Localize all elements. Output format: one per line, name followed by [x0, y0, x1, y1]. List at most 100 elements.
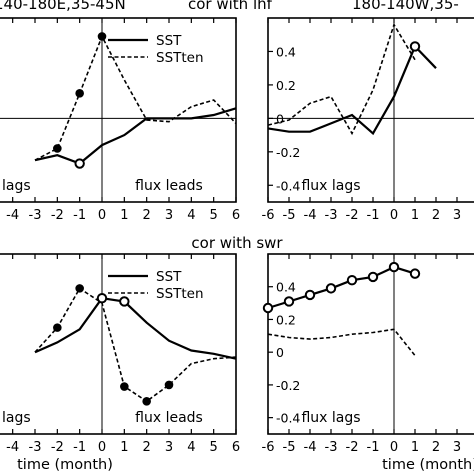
- bottom-left-point-sstten: [75, 284, 84, 293]
- top-left-xtick-label: 3: [165, 208, 173, 223]
- bottom-left-xtick-label: 5: [210, 440, 218, 455]
- top-right-xtick-label: 2: [432, 208, 440, 223]
- top-right-series-sst: [267, 44, 437, 136]
- top-left-annotation: flux leads: [135, 178, 203, 194]
- bottom-right-point-sst: [388, 261, 400, 273]
- top-right-panel: -6 -5 -4 -3 -2 -1 0 1 2 30.40.20-0.2-0.4 flux lags: [262, 17, 474, 223]
- top-right-xtick-label: -5: [283, 208, 296, 223]
- bottom-left-xtick-label: 1: [120, 440, 128, 455]
- top-right-xtick-label: -2: [346, 208, 359, 223]
- bottom-right-xtick-label: -1: [367, 440, 380, 455]
- bottom-left-xtick-label: 2: [143, 440, 151, 455]
- top-left-xtick-label: -2: [51, 208, 64, 223]
- top-left-xtick-label: 6: [232, 208, 240, 223]
- top-left-point-sstten: [53, 144, 62, 153]
- top-left-xtick-label: 0: [98, 208, 106, 223]
- bottom-right-xtick-label: -5: [283, 440, 296, 455]
- bottom-right-panel: -6 -5 -4 -3 -2 -1 0 1 2 30.40.20-0.2-0.4 flux lags…: [262, 253, 474, 473]
- top-right-ytick-label: 0.4: [276, 44, 296, 59]
- top-left-series-sstten: [34, 34, 237, 161]
- bottom-right-xtick-label: 0: [390, 440, 398, 455]
- bottom-left-point-sstten: [142, 396, 151, 406]
- top-right-title: 180-140W,35-: [352, 0, 459, 13]
- bottom-right-xtick-label: 3: [453, 440, 461, 455]
- bottom-left-point-sstten: [164, 380, 174, 390]
- bottom-left-xlabel: time (month): [17, 457, 113, 473]
- top-left-frame: [0, 17, 237, 203]
- bottom-right-xtick-label: -6: [262, 440, 275, 455]
- top-left-legend-label-sst: SST: [156, 33, 182, 49]
- bottom-left-xtick-label: 3: [165, 440, 173, 455]
- bottom-right-point-sst: [262, 302, 274, 314]
- bottom-right-point-sst: [367, 271, 379, 283]
- bottom-left-point-sstten: [53, 323, 62, 332]
- bottom-right-ytick-label: -0.4: [276, 411, 300, 426]
- top-right-xtick-label: 1: [411, 208, 419, 223]
- top-left-xtick-label: -1: [73, 208, 86, 223]
- bottom-right-ytick-label: 0.4: [276, 280, 296, 295]
- bottom-right-ytick-label: 0: [276, 345, 284, 360]
- top-right-xtick-label: -3: [325, 208, 338, 223]
- bottom-right-xtick-label: 2: [432, 440, 440, 455]
- top-right-ytick-label: 0: [276, 111, 284, 126]
- bottom-right-xtick-label: -4: [304, 440, 317, 455]
- bottom-left-series-sstten: [34, 287, 237, 403]
- top-right-ytick-label: -0.4: [276, 178, 300, 193]
- bottom-right-xlabel: time (month): [382, 457, 474, 473]
- top-left-xtick-label: 2: [143, 208, 151, 223]
- top-left-title: 140-180E,35-45N: [0, 0, 126, 13]
- top-left-xtick-label: 5: [210, 208, 218, 223]
- bottom-right-ytick-label: 0.2: [276, 312, 296, 327]
- bottom-right-series-sstten: [267, 328, 416, 357]
- top-right-ytick-label: 0.2: [276, 78, 296, 93]
- bottom-left-point-sst: [119, 296, 130, 307]
- bottom-right-point-sst: [346, 274, 358, 286]
- bottom-right-ytick-label: -0.2: [276, 378, 300, 393]
- top-left-annotation: lags: [2, 178, 31, 194]
- bottom-left-series-sst: [34, 297, 237, 360]
- bottom-left-xtick-label: -2: [51, 440, 64, 455]
- bottom-left-xtick-label: 6: [232, 440, 240, 455]
- top-left-legend-label-sstten: SSTten: [156, 50, 204, 66]
- top-left-series-sst: [34, 107, 237, 165]
- top-center-title: cor with lhf: [188, 0, 273, 13]
- bottom-left-xtick-label: 0: [98, 440, 106, 455]
- mid-title: cor with swr: [191, 234, 283, 252]
- top-left-xtick-label: 4: [187, 208, 195, 223]
- bottom-right-annotation: flux lags: [301, 410, 360, 426]
- bottom-left-legend-label-sst: SST: [156, 269, 182, 285]
- bottom-left-annotation: lags: [2, 410, 31, 426]
- top-right-xtick-label: -1: [367, 208, 380, 223]
- top-right-xtick-label: -4: [304, 208, 317, 223]
- bottom-left-point-sstten: [120, 382, 129, 391]
- top-right-xtick-label: 0: [390, 208, 398, 223]
- top-right-frame: [267, 17, 474, 203]
- bottom-left-xtick-label: -3: [29, 440, 42, 455]
- bottom-left-annotation: flux leads: [135, 410, 203, 426]
- top-left-xtick-label: 1: [120, 208, 128, 223]
- top-right-xtick-label: 3: [453, 208, 461, 223]
- bottom-right-point-sst: [304, 289, 316, 301]
- bottom-right-xtick-label: -3: [325, 440, 338, 455]
- top-right-ytick-label: -0.2: [276, 145, 300, 160]
- bottom-right-xtick-label: -2: [346, 440, 359, 455]
- top-left-xtick-label: -3: [29, 208, 42, 223]
- bottom-left-frame: [0, 253, 237, 435]
- top-right-annotation: flux lags: [301, 178, 360, 194]
- bottom-left-xtick-label: 4: [187, 440, 195, 455]
- bottom-left-point-sst: [96, 292, 108, 304]
- top-right-xtick-label: -6: [262, 208, 275, 223]
- top-right-point-sst: [409, 41, 421, 52]
- top-left-xtick-label: -4: [6, 208, 19, 223]
- bottom-left-legend-label-sstten: SSTten: [156, 286, 204, 302]
- bottom-left-xtick-label: -1: [73, 440, 86, 455]
- top-right-series-sstten: [267, 22, 416, 136]
- bottom-right-point-sst: [409, 268, 421, 279]
- top-left-point-sstten: [75, 88, 84, 98]
- top-left-point-sst: [74, 158, 85, 169]
- bottom-right-xtick-label: 1: [411, 440, 419, 455]
